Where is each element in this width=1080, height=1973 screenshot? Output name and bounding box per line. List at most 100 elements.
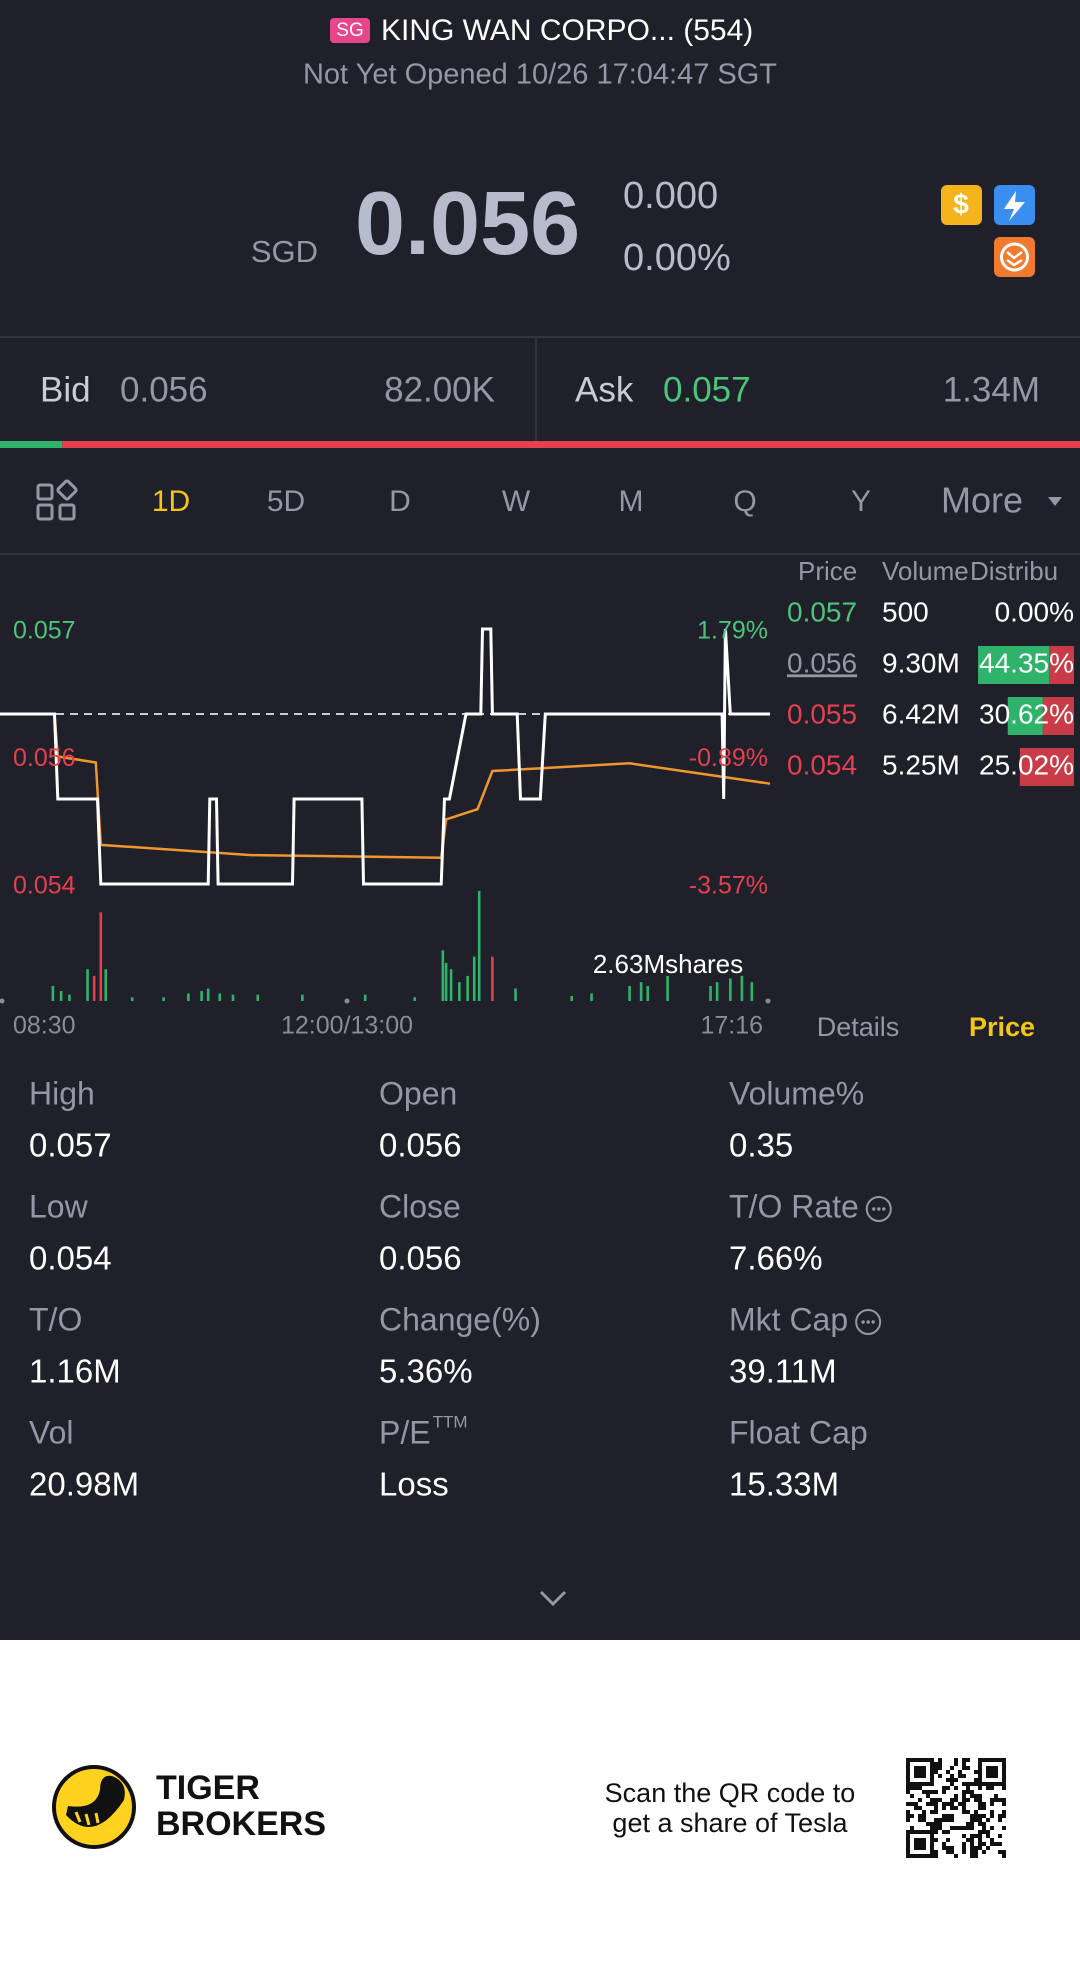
info-icon[interactable] <box>855 1309 882 1335</box>
qr-cell <box>954 1854 958 1858</box>
info-icon-dot <box>861 1320 865 1324</box>
qr-cell <box>934 1810 938 1814</box>
volume-bar <box>301 994 304 1001</box>
qr-cell <box>926 1802 930 1806</box>
qr-cell <box>970 1822 974 1826</box>
qr-cell <box>982 1830 986 1834</box>
more-arrow[interactable] <box>1048 497 1062 506</box>
period-tab[interactable]: M <box>619 485 644 518</box>
qr-cell <box>990 1826 994 1830</box>
qr-cell <box>974 1770 978 1774</box>
layout-icon[interactable] <box>36 479 78 521</box>
qr-cell <box>930 1790 934 1794</box>
qr-cell <box>942 1830 946 1834</box>
qr-cell <box>962 1810 966 1814</box>
qr-cell <box>970 1794 974 1798</box>
info-icon[interactable] <box>865 1196 892 1222</box>
qr-cell <box>954 1806 958 1810</box>
period-tab[interactable]: W <box>502 485 531 518</box>
qr-cell <box>978 1786 982 1790</box>
qr-cell <box>1002 1786 1006 1790</box>
period-tab[interactable]: Q <box>733 485 756 518</box>
qr-cell <box>978 1806 982 1810</box>
expand-chevron[interactable] <box>539 1590 567 1607</box>
qr-cell <box>974 1810 978 1814</box>
brand-logo-stripes <box>74 1811 100 1826</box>
volume-bar <box>570 995 574 1001</box>
qr-cell <box>946 1846 950 1850</box>
qr-finder-core <box>986 1766 998 1778</box>
qr-cell <box>950 1774 954 1778</box>
stat-label: Change(%) <box>379 1301 541 1337</box>
qr-cell <box>982 1842 986 1846</box>
period-tab[interactable]: 1D <box>152 485 190 518</box>
qr-cell <box>930 1802 934 1806</box>
volume-bar <box>646 985 650 1001</box>
volume-bar <box>729 978 732 1001</box>
qr-cell <box>942 1790 946 1794</box>
order-book-price: 0.056 <box>787 647 857 678</box>
qr-cell <box>934 1790 938 1794</box>
qr-cell <box>938 1822 942 1826</box>
qr-cell <box>1002 1802 1006 1806</box>
qr-cell <box>942 1846 946 1850</box>
qr-cell <box>954 1758 958 1762</box>
layout-icon-cell <box>36 483 54 501</box>
period-tab[interactable]: D <box>389 485 411 518</box>
order-book-distribution: 30.62% <box>979 698 1074 729</box>
volume-bar <box>256 994 260 1001</box>
ask-label: Ask <box>575 370 634 409</box>
volume-bar <box>130 997 134 1001</box>
stat-label: Volume% <box>729 1075 864 1111</box>
swap-symbol <box>1000 242 1029 272</box>
qr-cell <box>950 1798 954 1802</box>
qr-cell <box>934 1798 938 1802</box>
qr-cell <box>934 1838 938 1842</box>
qr-cell <box>982 1826 986 1830</box>
qr-cell <box>946 1778 950 1782</box>
qr-cell <box>910 1794 914 1798</box>
qr-cell <box>998 1814 1002 1818</box>
qr-cell <box>934 1826 938 1830</box>
volume-bar <box>92 975 96 1001</box>
volume-bar <box>477 891 481 1001</box>
volume-bar <box>363 994 367 1001</box>
period-tab[interactable]: Y <box>851 485 871 518</box>
period-tab[interactable]: More <box>941 480 1023 521</box>
qr-cell <box>970 1846 974 1850</box>
stat-label: T/O Rate <box>729 1188 859 1224</box>
stat-label-sup: TTM <box>433 1412 468 1431</box>
stock-name: KING WAN CORPO... (554) <box>381 14 753 47</box>
qr-cell <box>950 1806 954 1810</box>
dividend-icon[interactable] <box>941 185 982 225</box>
volume-bar <box>628 985 631 1001</box>
qr-cell <box>974 1798 978 1802</box>
qr-cell <box>962 1782 966 1786</box>
last-price: 0.056 <box>355 174 580 274</box>
qr-cell <box>946 1818 950 1822</box>
qr-cell <box>962 1774 966 1778</box>
qr-finder-core <box>914 1838 926 1850</box>
qr-cell <box>978 1838 982 1842</box>
qr-cell <box>990 1802 994 1806</box>
qr-cell <box>978 1830 982 1834</box>
period-tab[interactable]: 5D <box>267 485 305 518</box>
qr-cell <box>906 1790 910 1794</box>
qr-cell <box>962 1806 966 1810</box>
qr-cell <box>986 1786 990 1790</box>
layout-icon-cell <box>58 503 76 521</box>
qr-cell <box>938 1798 942 1802</box>
order-book-price: 0.054 <box>787 749 857 780</box>
volume-bar <box>162 997 165 1001</box>
distribution-sell <box>1042 697 1074 735</box>
qr-cell <box>970 1850 974 1854</box>
volume-bar <box>413 997 417 1001</box>
chart-tab[interactable]: Price <box>969 1012 1035 1042</box>
qr-cell <box>998 1842 1002 1846</box>
qr-cell <box>966 1790 970 1794</box>
volume-bar <box>715 982 719 1001</box>
chart-tab[interactable]: Details <box>817 1012 900 1042</box>
qr-cell <box>974 1846 978 1850</box>
qr-cell <box>946 1850 950 1854</box>
